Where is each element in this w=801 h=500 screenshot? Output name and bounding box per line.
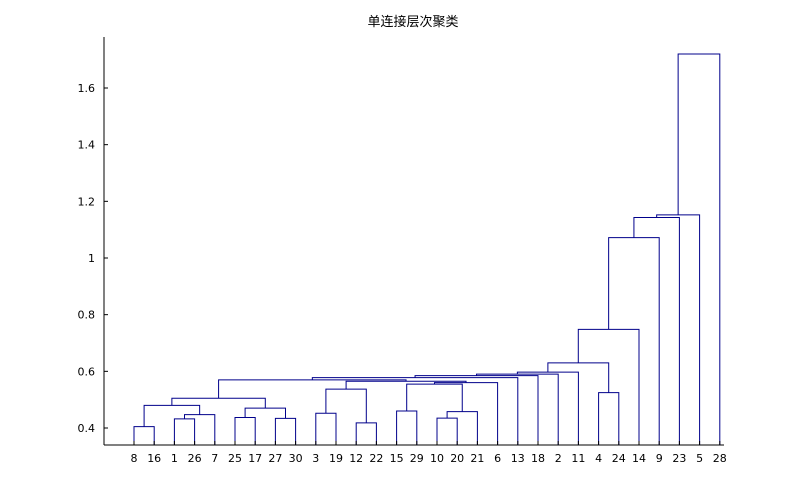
dendrogram-link [633, 216, 680, 445]
dendrogram-link [516, 371, 579, 445]
leaf-label: 19 [329, 452, 343, 465]
leaf-label: 4 [595, 452, 602, 465]
leaf-label: 9 [656, 452, 663, 465]
leaf-label: 18 [531, 452, 545, 465]
dendrogram-link [355, 422, 377, 445]
leaf-label: 30 [289, 452, 303, 465]
y-tick-label: 1 [88, 252, 95, 265]
dendrogram-link [406, 383, 463, 412]
y-tick-label: 1.2 [78, 195, 96, 208]
leaf-label: 6 [494, 452, 501, 465]
axes [103, 37, 724, 446]
y-tick-label: 1.6 [78, 82, 96, 95]
dendrogram-link [244, 407, 286, 419]
leaf-label: 16 [147, 452, 161, 465]
leaf-label: 3 [312, 452, 319, 465]
dendrogram-link [598, 392, 620, 445]
dendrogram-link [608, 237, 660, 445]
leaf-label: 8 [131, 452, 138, 465]
leaf-label: 20 [450, 452, 464, 465]
dendrogram-links [133, 53, 721, 445]
leaf-label: 21 [470, 452, 484, 465]
leaf-label: 25 [228, 452, 242, 465]
leaf-label: 24 [612, 452, 626, 465]
y-axis-ticks: 0.4 0.6 0.8 1 1.2 1.4 1.6 [78, 82, 108, 435]
leaf-label: 27 [268, 452, 282, 465]
y-tick-label: 0.4 [78, 422, 96, 435]
leaf-label: 15 [390, 452, 404, 465]
leaf-label: 12 [349, 452, 363, 465]
dendrogram-link [234, 417, 256, 445]
leaf-label: 7 [211, 452, 218, 465]
leaf-label: 26 [188, 452, 202, 465]
leaf-label: 22 [369, 452, 383, 465]
dendrogram-link [476, 373, 559, 445]
x-axis-leaf-labels: 8 16 1 26 7 25 17 27 30 3 19 12 22 15 29 10 20 21 6 13 18 2 11… [131, 441, 727, 465]
leaf-label: 1 [171, 452, 178, 465]
dendrogram-link [315, 412, 337, 445]
dendrogram-link [656, 214, 701, 445]
leaf-label: 2 [555, 452, 562, 465]
dendrogram-link [218, 379, 407, 399]
y-tick-label: 1.4 [78, 139, 96, 152]
dendrogram-link [173, 418, 196, 445]
dendrogram-link [133, 426, 155, 445]
y-tick-label: 0.6 [78, 365, 96, 378]
dendrogram-link [446, 411, 478, 445]
dendrogram-link [677, 53, 721, 445]
dendrogram-link [396, 410, 418, 445]
leaf-label: 14 [632, 452, 646, 465]
dendrogram-link [311, 377, 519, 445]
dendrogram-link [274, 417, 297, 445]
dendrogram-link [414, 375, 539, 445]
dendrogram-link [436, 417, 458, 445]
chart-title: 单连接层次聚类 [367, 14, 458, 30]
leaf-label: 10 [430, 452, 444, 465]
leaf-label: 29 [410, 452, 424, 465]
leaf-label: 13 [511, 452, 525, 465]
dendrogram-link [143, 404, 201, 427]
leaf-label: 5 [696, 452, 703, 465]
leaf-label: 11 [571, 452, 585, 465]
leaf-label: 23 [672, 452, 686, 465]
dendrogram-link [433, 382, 499, 445]
leaf-label: 17 [248, 452, 262, 465]
leaf-label: 28 [713, 452, 727, 465]
dendrogram-link [325, 388, 367, 423]
y-tick-label: 0.8 [78, 309, 96, 322]
dendrogram-link [171, 397, 266, 409]
